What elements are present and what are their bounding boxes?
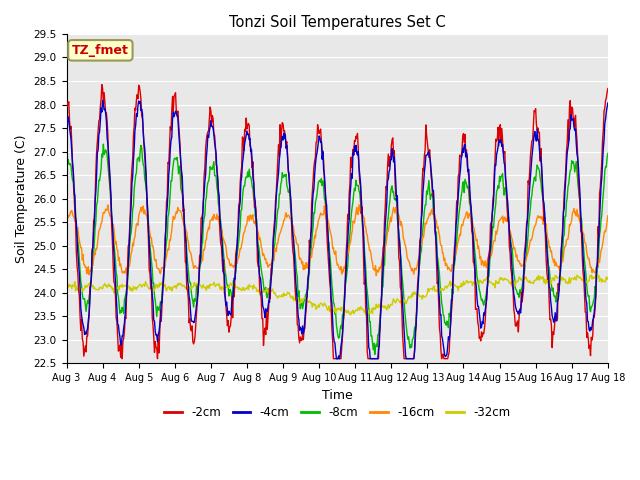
Y-axis label: Soil Temperature (C): Soil Temperature (C) <box>15 134 28 263</box>
Legend: -2cm, -4cm, -8cm, -16cm, -32cm: -2cm, -4cm, -8cm, -16cm, -32cm <box>159 401 515 423</box>
Text: TZ_fmet: TZ_fmet <box>72 44 129 57</box>
X-axis label: Time: Time <box>322 389 353 402</box>
Title: Tonzi Soil Temperatures Set C: Tonzi Soil Temperatures Set C <box>229 15 445 30</box>
